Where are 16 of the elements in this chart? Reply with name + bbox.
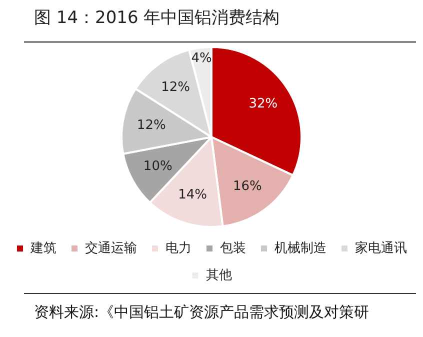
legend-label: 其他 [206,268,232,283]
data-label: 16% [233,178,262,194]
legend-label: 家电通讯 [355,240,407,256]
text: 资料来源:《中国铝土矿资源产品需求预测及对策研 [34,303,370,322]
data-label: 12% [136,118,166,133]
legend-label: 建筑 [30,240,56,256]
data-label: 4% [191,50,212,66]
chart-title: 图 14：2016 年中国铝消费结构 [34,7,280,29]
legend-label: 包装 [220,240,246,256]
legend-label: 机械制造 [274,240,326,256]
legend-label: 电力 [166,240,192,256]
data-label: 14% [178,188,208,203]
data-label: 12% [161,80,190,95]
data-label: 10% [143,158,172,174]
data-label: 32% [248,96,278,112]
legend-label: 交通运输 [85,240,137,256]
